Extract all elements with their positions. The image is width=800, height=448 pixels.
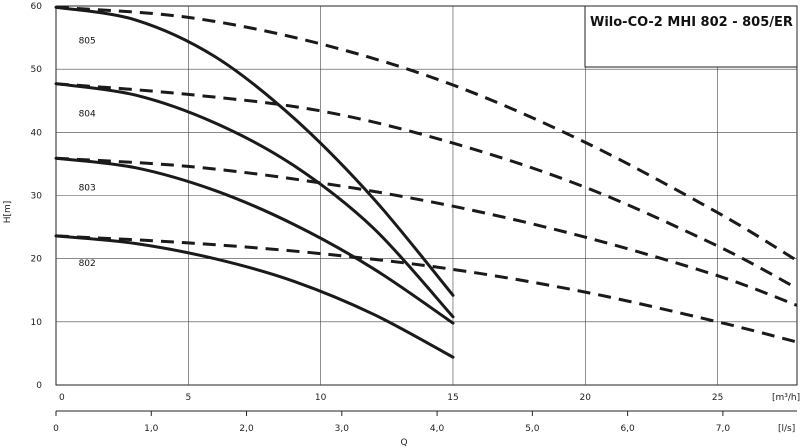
series-layer	[54, 5, 798, 359]
x-unit-bottom: [l/s]	[778, 424, 795, 434]
series-803-solid	[54, 156, 455, 325]
curve-labels: 805 804 803 802	[79, 37, 96, 269]
x-tick-label-m3h: 10	[315, 393, 327, 403]
x-tick-label-m3h: 15	[447, 393, 458, 403]
y-tick-label: 20	[31, 255, 43, 265]
x-tick-label-ls: 5,0	[525, 424, 540, 434]
series-805-dashed	[55, 5, 798, 262]
series-802-dashed	[55, 234, 798, 344]
y-tick-label: 40	[31, 128, 43, 138]
chart-title: Wilo-CO-2 MHI 802 - 805/ER	[590, 15, 793, 30]
x-tick-label-ls: 7,0	[716, 424, 731, 434]
y-tick-label: 30	[31, 192, 43, 202]
x-tick-label-ls: 1,0	[144, 424, 159, 434]
curve-label-803: 803	[79, 183, 96, 193]
x-tick-label-ls: 0	[53, 424, 59, 434]
x-tick-label-m3h: 0	[59, 393, 65, 403]
y-tick-label: 10	[31, 318, 43, 328]
x-tick-label-ls: 2,0	[239, 424, 254, 434]
x-tick-label-ls: 3,0	[335, 424, 350, 434]
curve-label-802: 802	[79, 259, 96, 269]
axes: 0 10 20 30 40 50 60 0 5 10 15 20 25 0 1,0 2,0 3,0 4,0 5,0 6…	[31, 2, 797, 434]
y-axis-label: H[m]	[3, 201, 13, 224]
x-tick-label-m3h: 20	[580, 393, 592, 403]
x-tick-label-ls: 6,0	[620, 424, 635, 434]
grid	[55, 5, 798, 386]
series-804-solid	[54, 82, 455, 319]
y-tick-label: 50	[31, 65, 43, 75]
x-tick-label-ls: 4,0	[430, 424, 445, 434]
y-tick-label: 60	[31, 2, 43, 12]
x-tick-label-m3h: 5	[185, 393, 191, 403]
y-tick-label: 0	[36, 381, 42, 391]
series-803-dashed	[55, 156, 798, 307]
x-tick-label-m3h: 25	[712, 393, 723, 403]
x-unit-top: [m³/h]	[772, 393, 800, 403]
curve-label-804: 804	[79, 109, 96, 119]
title-box	[584, 5, 798, 68]
x-axis-label: Q	[400, 438, 407, 448]
curve-label-805: 805	[79, 37, 96, 47]
series-804-dashed	[55, 82, 798, 290]
series-802-solid	[54, 234, 455, 359]
series-805-solid	[54, 5, 455, 297]
